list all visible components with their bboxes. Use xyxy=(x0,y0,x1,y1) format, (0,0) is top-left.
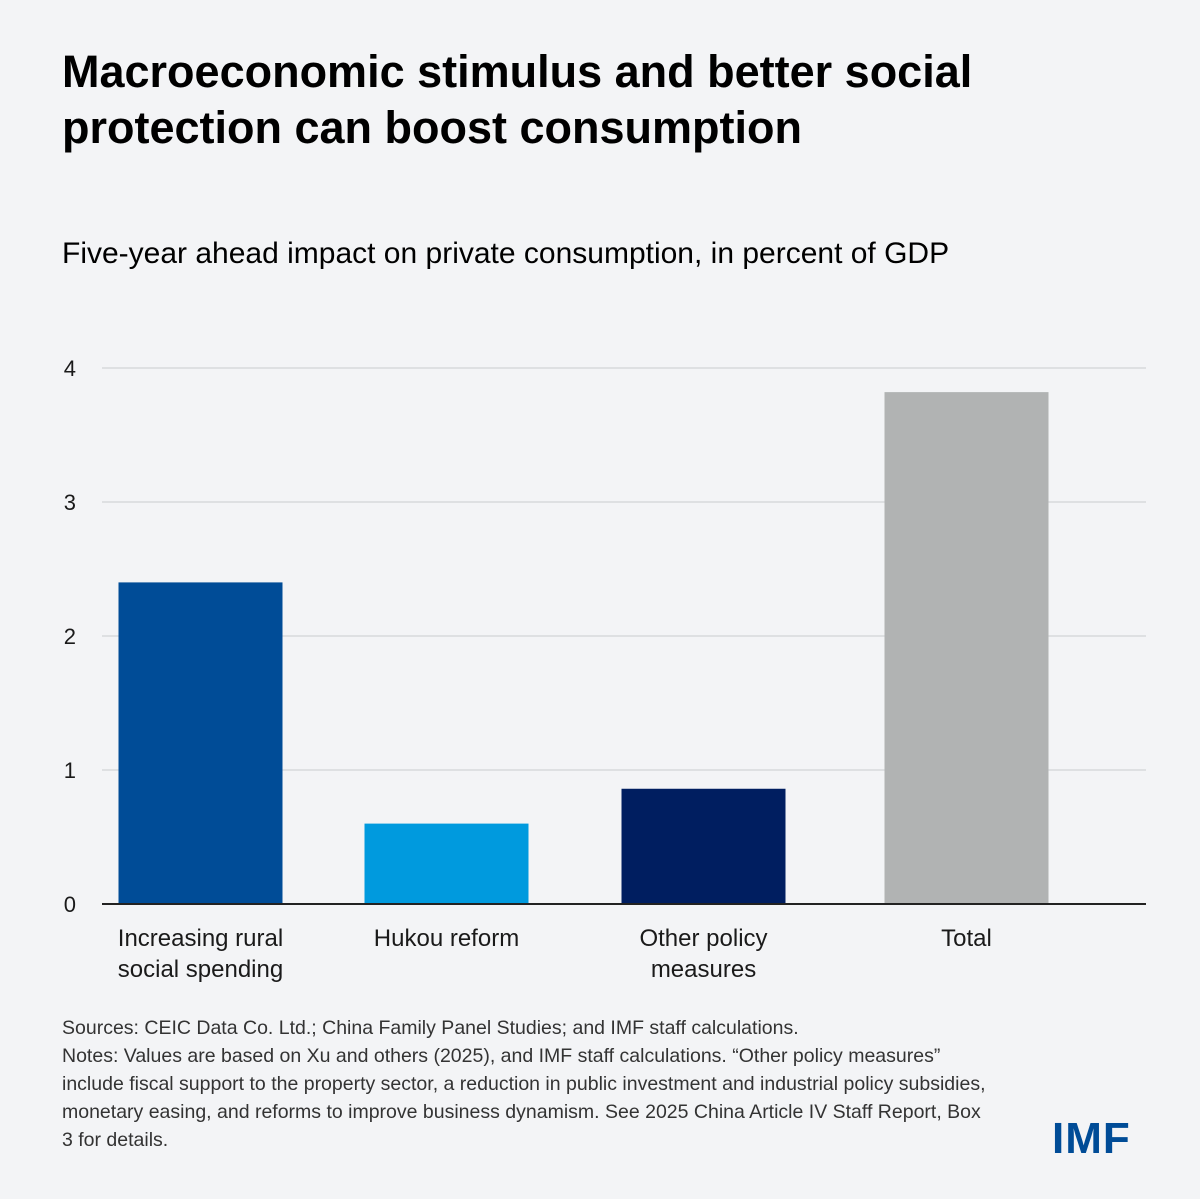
notes-text: Notes: Values are based on Xu and others… xyxy=(62,1045,986,1151)
sources-note: Sources: CEIC Data Co. Ltd.; China Famil… xyxy=(62,1017,799,1039)
bar xyxy=(118,582,283,904)
x-tick-label: Increasing rural xyxy=(118,925,283,952)
y-tick-label: 1 xyxy=(64,758,76,783)
chart-subtitle: Five-year ahead impact on private consum… xyxy=(62,237,950,270)
y-tick-label: 0 xyxy=(64,892,76,917)
y-tick-label: 2 xyxy=(64,624,76,649)
bar-chart: 0 1 2 3 4 Increasing rural social spending Huko… xyxy=(64,356,1146,983)
x-tick-label: Hukou reform xyxy=(374,925,519,952)
footnotes: Sources: CEIC Data Co. Ltd.; China Famil… xyxy=(62,1014,992,1154)
x-tick-label: measures xyxy=(651,956,756,983)
x-tick-label: social spending xyxy=(118,956,283,983)
imf-logo: IMF xyxy=(1052,1114,1131,1163)
y-tick-label: 3 xyxy=(64,490,76,515)
x-tick-label: Other policy xyxy=(639,925,767,952)
chart-title: Macroeconomic stimulus and better social… xyxy=(62,46,973,153)
y-tick-label: 4 xyxy=(64,356,76,381)
bar xyxy=(884,392,1049,904)
bar xyxy=(364,823,529,904)
bar xyxy=(621,788,786,904)
x-tick-label: Total xyxy=(941,925,992,952)
